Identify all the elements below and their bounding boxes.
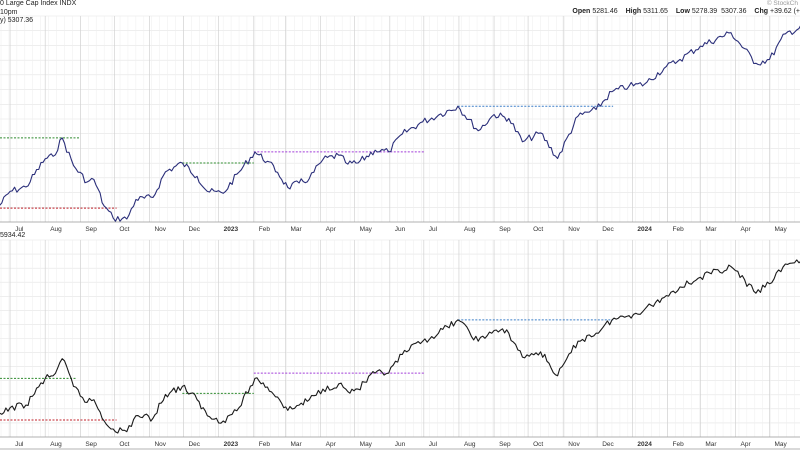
upper-x-tick-label: Feb: [259, 226, 271, 233]
chart-title: 0 Large Cap Index INDX: [0, 0, 77, 7]
low-label: Low: [675, 8, 690, 15]
upper-x-tick-label: Aug: [50, 226, 62, 233]
last-value: 5307.36: [721, 8, 747, 15]
upper-x-tick-label: Dec: [188, 226, 200, 233]
low-value: 5278.39: [691, 8, 718, 15]
high-label: High: [625, 8, 642, 15]
lower-x-tick-label: Oct: [533, 441, 543, 448]
open-value: 5281.46: [592, 8, 618, 15]
lower-x-tick-label: Feb: [673, 441, 685, 448]
upper-x-tick-label: Oct: [533, 226, 543, 233]
chg-label: Chg: [754, 8, 769, 15]
upper-x-tick-label: Jun: [395, 226, 406, 233]
lower-x-tick-label: May: [775, 441, 788, 448]
lower-x-tick-label: 2023: [224, 441, 239, 448]
upper-x-tick-label: Sep: [499, 226, 511, 233]
lower-series-line: [0, 259, 800, 434]
upper-series-line: [0, 25, 800, 222]
lower-x-tick-label: Feb: [259, 441, 271, 448]
upper-x-tick-label: 2024: [637, 226, 652, 233]
lower-x-tick-label: Sep: [499, 441, 511, 448]
upper-x-tick-label: Sep: [85, 226, 97, 233]
upper-x-tick-label: Oct: [119, 226, 129, 233]
upper-x-tick-label: May: [775, 226, 788, 233]
lower-x-tick-label: Apr: [326, 441, 337, 448]
lower-x-tick-label: May: [360, 441, 373, 448]
upper-x-tick-label: Nov: [568, 226, 580, 233]
brand-watermark: © StockCh: [766, 0, 798, 7]
upper-x-tick-label: Apr: [326, 226, 337, 233]
lower-x-tick-label: Mar: [705, 441, 717, 448]
upper-x-tick-label: Aug: [464, 226, 476, 233]
lower-x-tick-label: Apr: [741, 441, 752, 448]
upper-x-tick-label: Apr: [741, 226, 752, 233]
lower-x-tick-label: Jul: [15, 441, 24, 448]
lower-x-tick-label: Dec: [188, 441, 200, 448]
lower-x-tick-label: Mar: [291, 441, 303, 448]
upper-x-tick-label: Jul: [429, 226, 438, 233]
upper-x-tick-label: Mar: [705, 226, 717, 233]
upper-x-tick-label: Nov: [154, 226, 166, 233]
upper-x-tick-label: Feb: [673, 226, 685, 233]
lower-x-tick-label: Sep: [85, 441, 97, 448]
ohlc-readout: Open 5281.46 High 5311.65 Low 5278.39 5307.…: [566, 8, 800, 16]
lower-x-tick-label: Jun: [395, 441, 406, 448]
upper-x-tick-label: Jul: [15, 226, 24, 233]
upper-x-tick-label: Mar: [291, 226, 303, 233]
lower-x-tick-label: 2024: [637, 441, 652, 448]
upper-price-label: y) 5307.36: [0, 17, 34, 24]
upper-x-tick-label: Dec: [602, 226, 614, 233]
lower-x-tick-label: Aug: [464, 441, 476, 448]
lower-x-tick-label: Aug: [50, 441, 62, 448]
lower-x-tick-label: Jul: [429, 441, 438, 448]
lower-x-tick-label: Nov: [568, 441, 580, 448]
high-value: 5311.65: [643, 8, 668, 15]
upper-x-tick-label: May: [360, 226, 373, 233]
lower-price-label: 5934.42: [0, 232, 26, 239]
chart-time: 10pm: [0, 9, 18, 16]
lower-x-tick-label: Oct: [119, 441, 129, 448]
chg-value: +39.62 (+: [770, 8, 800, 15]
lower-x-tick-label: Nov: [154, 441, 166, 448]
open-label: Open: [572, 8, 591, 15]
upper-x-tick-label: 2023: [224, 226, 239, 233]
lower-x-tick-label: Dec: [602, 441, 614, 448]
